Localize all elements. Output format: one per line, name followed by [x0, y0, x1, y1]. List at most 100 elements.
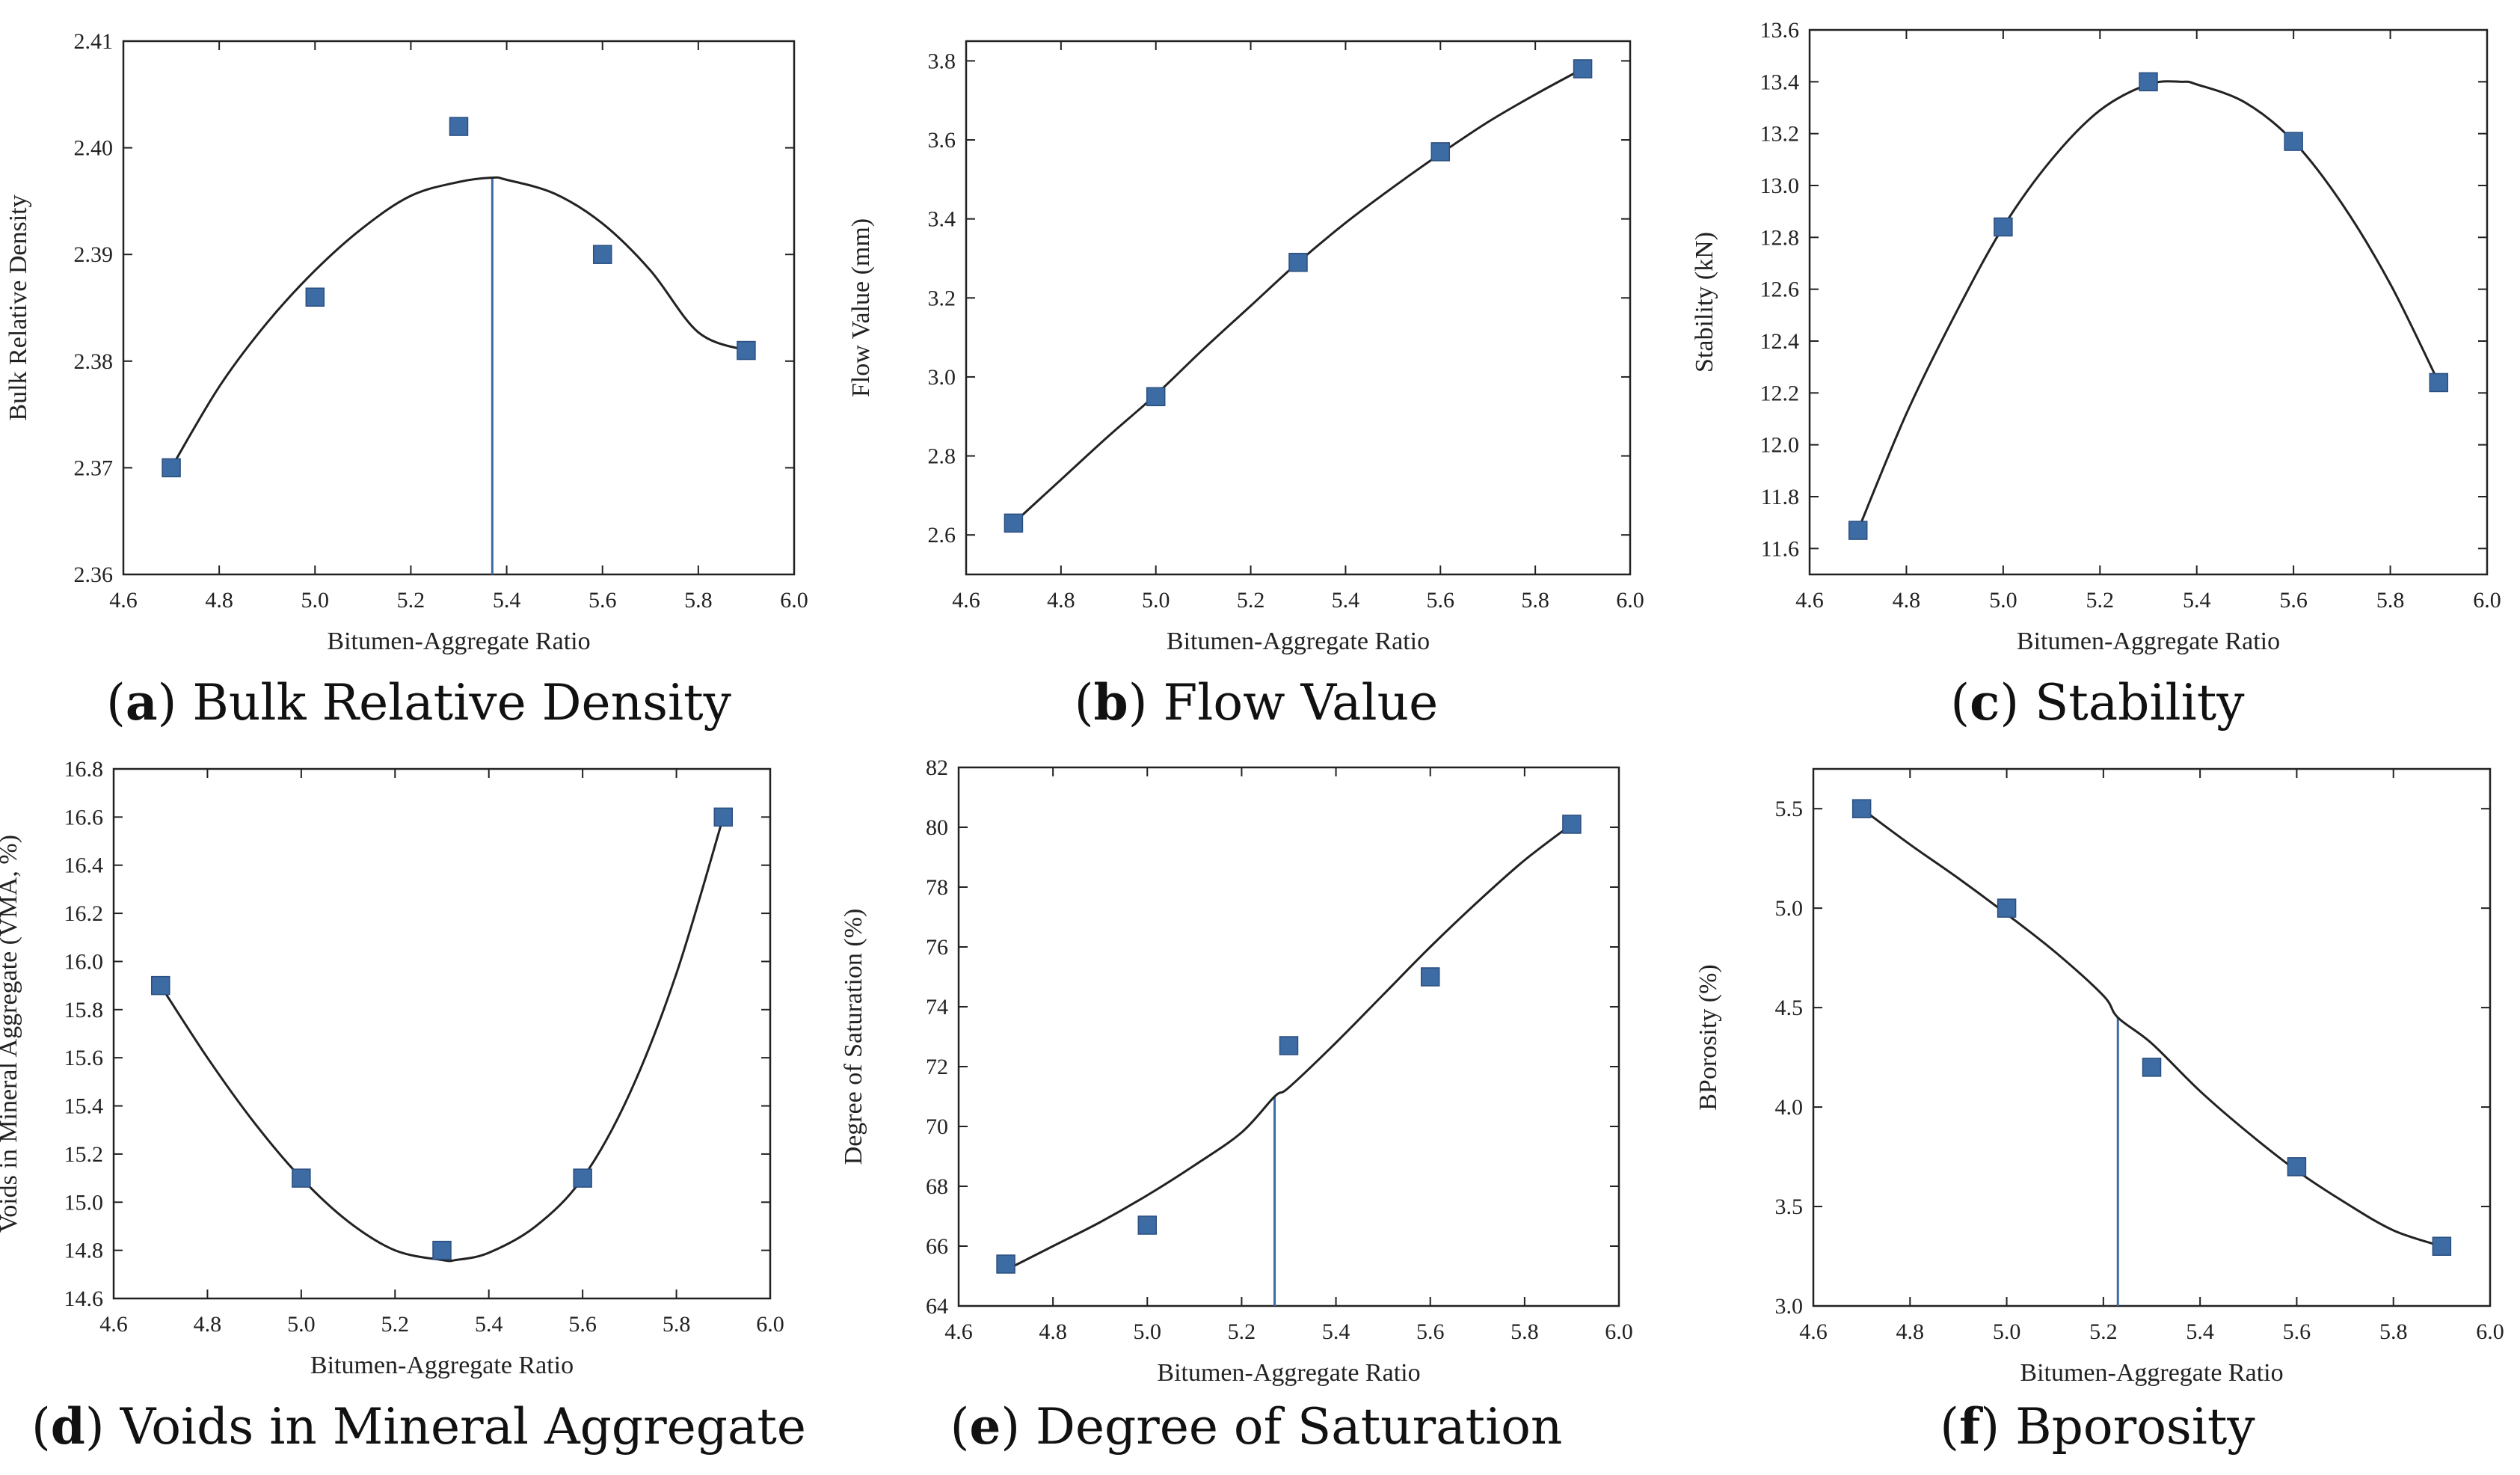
- fit-curve: [1012, 67, 1584, 524]
- y-tick-label: 2.41: [74, 29, 114, 54]
- data-point: [162, 458, 181, 478]
- data-point: [737, 340, 756, 361]
- x-axis-title: Bitumen-Aggregate Ratio: [2017, 628, 2280, 655]
- y-tick-label: 2.40: [74, 136, 114, 161]
- y-tick-label: 5.5: [1775, 797, 1804, 821]
- x-tick-label: 5.4: [1332, 588, 1360, 613]
- data-point: [150, 975, 170, 996]
- y-tick-label: 3.0: [928, 365, 956, 390]
- y-tick-label: 15.2: [64, 1142, 104, 1167]
- y-tick-label: 13.0: [1760, 174, 1800, 198]
- data-point: [1994, 217, 2013, 237]
- x-tick-label: 5.2: [2089, 1319, 2118, 1344]
- caption-c: (c) Stability: [1950, 673, 2245, 732]
- x-tick-label: 5.4: [475, 1312, 503, 1337]
- data-point: [1137, 1215, 1158, 1235]
- chart-panel-d: 4.6 4.8 5.0 5.2 5.4 5.6 5.8 6.0 14.6 14.8 15.0 15.2…: [0, 738, 838, 1475]
- data-point: [2432, 1236, 2452, 1256]
- caption-letter-a: a: [125, 673, 158, 732]
- x-tick-label: 4.6: [109, 588, 138, 613]
- x-tick-label: 4.8: [194, 1312, 222, 1337]
- plot-frame: [112, 767, 772, 1300]
- y-tick-label: 4.5: [1775, 996, 1804, 1020]
- y-tick-label: 5.0: [1775, 896, 1804, 921]
- x-tick-label: 5.8: [1521, 588, 1549, 613]
- x-tick-label: 5.4: [493, 588, 521, 613]
- caption-letter-f: f: [1959, 1397, 1981, 1456]
- x-tick-label: 4.6: [944, 1319, 973, 1344]
- y-tick-label: 12.6: [1760, 277, 1800, 302]
- y-tick-label: 74: [926, 995, 948, 1019]
- x-axis-title: Bitumen-Aggregate Ratio: [2020, 1359, 2283, 1387]
- x-tick-label: 5.8: [663, 1312, 691, 1337]
- fit-curve: [159, 816, 725, 1263]
- x-tick-label: 5.0: [287, 1312, 316, 1337]
- x-axis-title: Bitumen-Aggregate Ratio: [1157, 1359, 1420, 1387]
- y-tick-label: 16.4: [64, 853, 104, 878]
- data-point: [2284, 132, 2303, 151]
- y-tick-label: 14.6: [64, 1287, 104, 1311]
- data-point: [1420, 967, 1440, 987]
- y-axis-title: Flow Value (mm): [847, 218, 875, 397]
- plot-frame: [957, 766, 1620, 1307]
- x-tick-label: 4.8: [1896, 1319, 1925, 1344]
- data-point: [1279, 1036, 1299, 1055]
- y-axis-title: Voids in Mineral Aggregate (VMA, %): [0, 835, 22, 1233]
- y-tick-label: 16.2: [64, 901, 104, 926]
- y-tick-label: 15.4: [64, 1094, 104, 1119]
- y-tick-label: 2.36: [74, 562, 114, 587]
- x-tick-label: 5.0: [301, 588, 330, 613]
- x-tick-label: 5.0: [1989, 588, 2017, 613]
- data-point: [1430, 142, 1451, 162]
- chart-svg-f: 4.6 4.8 5.0 5.2 5.4 5.6 5.8 6.0 3.0 3.5 4.0 4.5 5.0 5…: [1694, 767, 2504, 1387]
- data-point: [713, 807, 734, 827]
- data-point: [449, 117, 469, 136]
- x-tick-label: 5.2: [1228, 1319, 1256, 1344]
- y-tick-label: 12.0: [1760, 433, 1800, 458]
- y-tick-label: 3.2: [928, 286, 956, 310]
- y-tick-label: 15.8: [64, 998, 104, 1022]
- fit-curve: [1005, 823, 1573, 1272]
- x-tick-label: 4.8: [1047, 588, 1075, 613]
- caption-letter-d: d: [50, 1397, 85, 1456]
- y-tick-label: 2.37: [74, 456, 114, 480]
- x-tick-label: 6.0: [756, 1312, 784, 1337]
- chart-svg-a: 4.6 4.8 5.0 5.2 5.4 5.6 5.8 6.0 2.36 2.37 2.38 2.39…: [4, 29, 808, 655]
- data-point: [1851, 799, 1872, 818]
- data-point: [2142, 1058, 2162, 1077]
- y-axis-title: Bulk Relative Density: [4, 194, 32, 420]
- y-tick-label: 70: [926, 1114, 948, 1139]
- fit-curve: [170, 176, 747, 469]
- x-axis-title: Bitumen-Aggregate Ratio: [310, 1352, 574, 1379]
- y-tick-label: 3.0: [1775, 1294, 1804, 1319]
- x-tick-label: 6.0: [780, 588, 808, 613]
- caption-d: (d) Voids in Mineral Aggregate: [31, 1397, 806, 1456]
- chart-panel-c: 4.6 4.8 5.0 5.2 5.4 5.6 5.8 6.0 11.6 11.8 12.0 12.2…: [1675, 0, 2520, 748]
- data-point: [432, 1240, 452, 1260]
- plot-frame: [122, 40, 796, 576]
- y-tick-label: 82: [926, 755, 948, 780]
- x-tick-label: 5.2: [1237, 588, 1265, 613]
- y-tick-label: 16.6: [64, 805, 104, 830]
- x-tick-label: 5.6: [568, 1312, 597, 1337]
- caption-e: (e) Degree of Saturation: [950, 1397, 1563, 1456]
- plot-group-b: 4.6 4.8 5.0 5.2 5.4 5.6 5.8 6.0 2.6 2.8 3.0 3.2 3.4 3…: [847, 40, 1644, 655]
- data-point: [2139, 72, 2158, 92]
- x-tick-label: 5.0: [1142, 588, 1170, 613]
- x-tick-label: 5.8: [1511, 1319, 1539, 1344]
- data-point: [2287, 1157, 2307, 1177]
- data-point: [1848, 521, 1868, 540]
- y-tick-label: 15.6: [64, 1046, 104, 1070]
- y-tick-label: 2.39: [74, 242, 114, 267]
- caption-b: (b) Flow Value: [1074, 673, 1439, 732]
- y-tick-label: 15.0: [64, 1190, 104, 1215]
- plot-frame: [1808, 28, 2489, 576]
- caption-text-b: Flow Value: [1163, 674, 1439, 732]
- data-point: [996, 1254, 1015, 1274]
- chart-svg-e: 4.6 4.8 5.0 5.2 5.4 5.6 5.8 6.0 64 66 68 70 72 74 76 78…: [840, 755, 1633, 1387]
- x-tick-label: 5.4: [1322, 1319, 1350, 1344]
- caption-a: (a) Bulk Relative Density: [106, 673, 731, 732]
- y-tick-label: 13.4: [1760, 70, 1800, 94]
- y-tick-label: 68: [926, 1174, 948, 1199]
